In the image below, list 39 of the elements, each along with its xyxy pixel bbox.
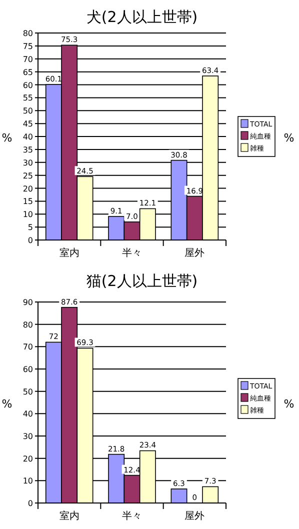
text: % bbox=[284, 132, 294, 144]
y-tick-label: 40 bbox=[22, 132, 33, 142]
chart-title: 犬(2人以上世帯) bbox=[86, 8, 198, 26]
y-tick-label: 20 bbox=[22, 184, 33, 194]
x-tick-label: 屋外 bbox=[184, 511, 205, 522]
y-axis-title: % bbox=[2, 132, 12, 144]
y-tick-label: 70 bbox=[22, 54, 33, 64]
y-tick-label: 55 bbox=[22, 94, 33, 103]
y-tick-label: 50 bbox=[22, 387, 33, 396]
y-tick-label: 35 bbox=[22, 145, 33, 154]
y-tick-label: 25 bbox=[22, 171, 33, 180]
chart-title: 猫(2人以上世帯) bbox=[86, 272, 198, 290]
y-tick-label: 90 bbox=[22, 298, 33, 307]
y-tick-label: 45 bbox=[22, 120, 33, 129]
y-tick-label: 0 bbox=[28, 499, 33, 508]
y-tick-label: 60 bbox=[22, 80, 33, 90]
y-tick-label: 40 bbox=[22, 410, 33, 419]
y-tick-label: 60 bbox=[22, 365, 33, 374]
y-tick-label: 5 bbox=[28, 223, 33, 232]
y-tick-label: 10 bbox=[22, 476, 33, 486]
y-tick-label: 80 bbox=[22, 320, 33, 330]
y-tick-label: 20 bbox=[22, 454, 33, 464]
x-tick-label: 屋外 bbox=[184, 248, 205, 259]
x-tick-label: 室内 bbox=[59, 247, 80, 259]
y-tick-label: 80 bbox=[22, 29, 33, 38]
x-tick-label: 室内 bbox=[59, 510, 80, 522]
y-tick-label: 50 bbox=[22, 106, 33, 116]
y-tick-label: 75 bbox=[22, 42, 33, 51]
y-tick-label: 30 bbox=[22, 432, 33, 441]
x-tick-label: 半々 bbox=[122, 247, 142, 259]
y-tick-label: 0 bbox=[28, 236, 33, 245]
x-tick-label: 半々 bbox=[122, 510, 142, 522]
text: % bbox=[284, 398, 294, 410]
y-tick-label: 70 bbox=[22, 342, 33, 352]
y-axis-title: % bbox=[2, 398, 12, 410]
y-tick-label: 10 bbox=[22, 210, 33, 220]
y-tick-label: 30 bbox=[22, 158, 33, 168]
y-tick-label: 65 bbox=[22, 68, 33, 77]
y-tick-label: 15 bbox=[22, 197, 33, 206]
